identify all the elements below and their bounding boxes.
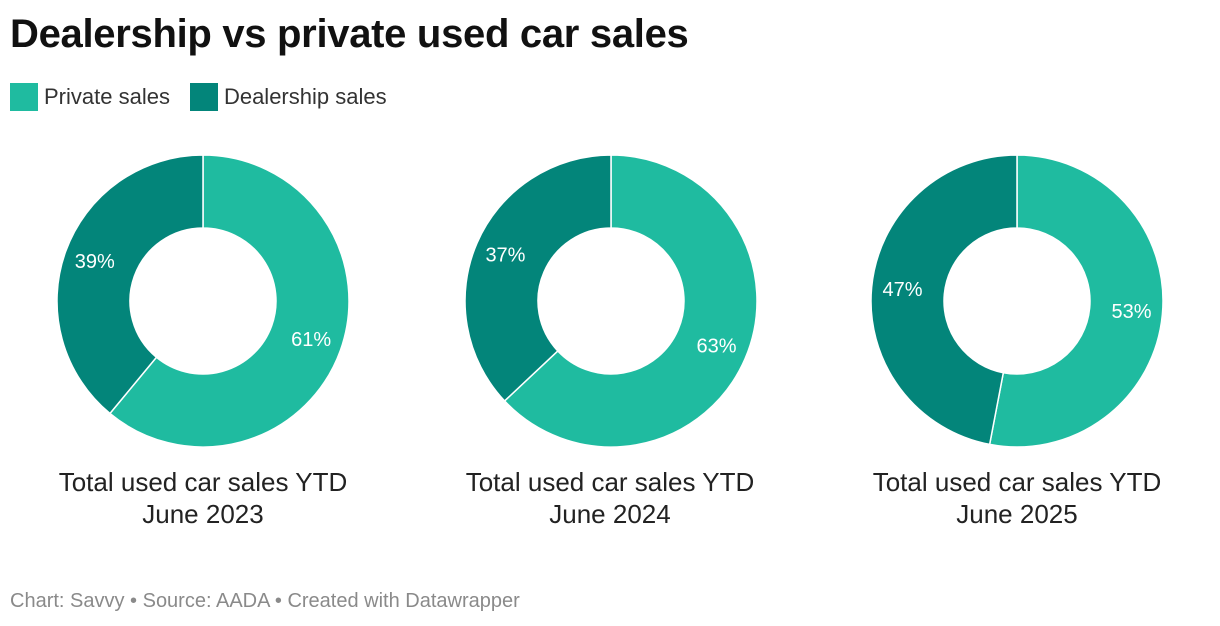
legend-label-dealership: Dealership sales bbox=[223, 84, 387, 109]
donut-slice-private bbox=[503, 154, 758, 448]
donut-slice-private bbox=[988, 154, 1164, 448]
caption-line1: Total used car sales YTD bbox=[465, 467, 755, 497]
donut-caption-2025: Total used car sales YTD June 2025 bbox=[837, 466, 1197, 530]
legend-item-dealership: Dealership sales bbox=[189, 83, 387, 111]
slice-value-label: 53% bbox=[1111, 301, 1151, 323]
caption-line2: June 2024 bbox=[549, 499, 671, 529]
legend-item-private: Private sales bbox=[10, 83, 170, 111]
caption-line2: June 2023 bbox=[142, 499, 264, 529]
slice-value-label: 39% bbox=[75, 251, 115, 273]
donut-chart-2024: 63% 37% bbox=[461, 153, 761, 449]
legend-swatch-dealership bbox=[189, 83, 218, 111]
donut-svg-2025: 53% 47% bbox=[870, 154, 1164, 448]
donut-chart-2023: 61% 39% bbox=[53, 153, 353, 449]
donut-slice-private bbox=[108, 154, 350, 448]
legend-label-private: Private sales bbox=[44, 84, 170, 109]
slice-value-label: 61% bbox=[291, 329, 331, 351]
chart-footer: Chart: Savvy • Source: AADA • Created wi… bbox=[10, 590, 520, 612]
chart-title: Dealership vs private used car sales bbox=[10, 12, 689, 56]
slice-value-label: 37% bbox=[485, 244, 525, 266]
donut-caption-2023: Total used car sales YTD June 2023 bbox=[23, 466, 383, 530]
caption-line2: June 2025 bbox=[956, 499, 1078, 529]
donut-svg-2024: 63% 37% bbox=[464, 154, 758, 448]
donut-svg-2023: 61% 39% bbox=[56, 154, 350, 448]
slice-value-label: 47% bbox=[882, 279, 922, 301]
caption-line1: Total used car sales YTD bbox=[58, 467, 348, 497]
legend: Private sales Dealership sales bbox=[10, 83, 387, 111]
donut-slice-dealership bbox=[464, 154, 612, 403]
slice-value-label: 63% bbox=[697, 336, 737, 358]
donut-caption-2024: Total used car sales YTD June 2024 bbox=[430, 466, 790, 530]
donut-slice-dealership bbox=[56, 154, 204, 415]
legend-swatch-private bbox=[10, 83, 38, 111]
donut-chart-2025: 53% 47% bbox=[867, 153, 1167, 449]
donut-slice-dealership bbox=[870, 154, 1018, 446]
caption-line1: Total used car sales YTD bbox=[872, 467, 1162, 497]
